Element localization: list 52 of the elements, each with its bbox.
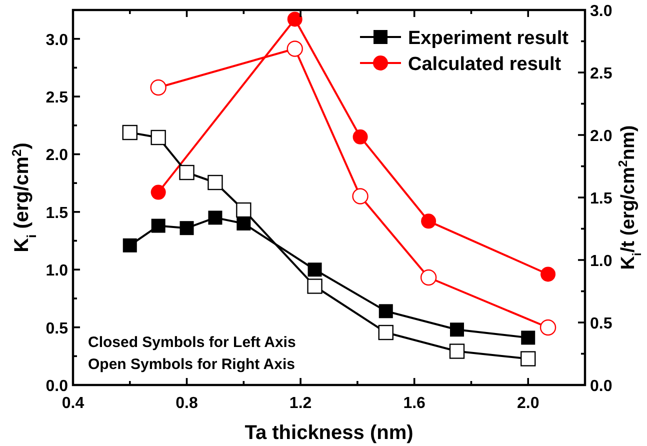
point xyxy=(540,266,556,282)
text: 2.0 xyxy=(46,147,68,164)
point xyxy=(521,330,536,345)
point xyxy=(420,269,437,286)
y2-tick-label: 1.5 xyxy=(590,190,612,208)
text: 1.0 xyxy=(46,262,68,280)
point xyxy=(307,278,322,294)
text: 0.0 xyxy=(590,378,612,395)
text: 0.0 xyxy=(46,378,68,395)
y-tick-label: 2.5 xyxy=(46,90,68,107)
point xyxy=(450,322,464,337)
text: 1.0 xyxy=(590,253,612,270)
point xyxy=(150,184,166,200)
point xyxy=(378,324,394,340)
point xyxy=(180,221,194,236)
point xyxy=(352,188,368,204)
point xyxy=(421,214,436,229)
y-tick-label: 1.5 xyxy=(46,204,68,222)
annotation: Closed Symbols for Left Axis xyxy=(88,334,296,351)
x-tick-label: 1.6 xyxy=(403,395,426,412)
x-tick-label: 0.8 xyxy=(176,395,198,412)
legend-label: Calculated result xyxy=(408,54,562,75)
point xyxy=(122,238,137,252)
text: 3.0 xyxy=(590,3,612,20)
point xyxy=(150,79,166,96)
x-axis-title: Ta thickness (nm) xyxy=(244,422,414,444)
annotation: Open Symbols for Right Axis xyxy=(88,356,295,373)
point xyxy=(179,164,194,180)
point xyxy=(540,319,556,336)
y-tick-label: 0.5 xyxy=(46,320,68,338)
point xyxy=(236,202,252,218)
point xyxy=(308,262,322,277)
point xyxy=(378,304,393,318)
point xyxy=(286,40,303,57)
text: 2.0 xyxy=(590,128,612,145)
point xyxy=(122,124,138,140)
point xyxy=(236,216,251,230)
y2-tick-label: 2.5 xyxy=(590,66,612,82)
y2-tick-label: 0.5 xyxy=(590,316,612,332)
point xyxy=(208,210,222,225)
text: 3.0 xyxy=(46,32,68,49)
text: 2.0 xyxy=(516,395,540,412)
x-tick-label: 0.4 xyxy=(62,395,84,412)
point xyxy=(352,129,368,144)
point xyxy=(520,351,536,366)
legend-label: Experiment result xyxy=(408,28,570,49)
point xyxy=(287,12,302,27)
point xyxy=(150,130,166,146)
point xyxy=(151,218,166,233)
point xyxy=(208,174,223,190)
x-tick-label: 1.2 xyxy=(289,395,312,412)
point xyxy=(449,344,465,359)
